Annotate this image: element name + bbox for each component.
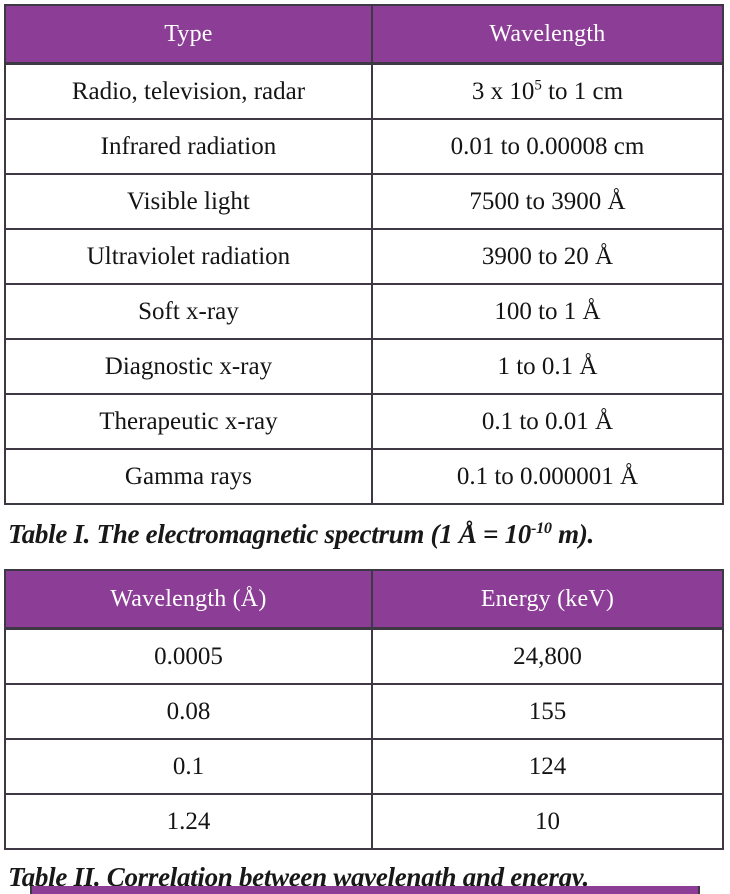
table-cell: Soft x-ray xyxy=(4,283,373,340)
table-cell: 100 to 1 Å xyxy=(370,283,725,340)
table-row: Soft x-ray 100 to 1 Å xyxy=(4,283,725,340)
table-cell: 0.01 to 0.00008 cm xyxy=(370,118,725,175)
table-cell: Ultraviolet radiation xyxy=(4,228,373,285)
table2-header-row: Wavelength (Å) Energy (keV) xyxy=(4,569,725,630)
partial-next-table-header-strip xyxy=(30,886,700,894)
table-cell: 3 x 105 to 1 cm xyxy=(370,62,725,120)
table-cell: 124 xyxy=(370,738,725,795)
table-row: 0.08 155 xyxy=(4,683,725,740)
column-header-energy-kev: Energy (keV) xyxy=(370,569,725,630)
table-row: Diagnostic x-ray 1 to 0.1 Å xyxy=(4,338,725,395)
table-row: Radio, television, radar 3 x 105 to 1 cm xyxy=(4,62,725,120)
table-cell: Diagnostic x-ray xyxy=(4,338,373,395)
table-row: Gamma rays 0.1 to 0.000001 Å xyxy=(4,448,725,505)
table-cell: 0.1 xyxy=(4,738,373,795)
column-header-wavelength: Wavelength xyxy=(370,4,725,65)
table-row: Ultraviolet radiation 3900 to 20 Å xyxy=(4,228,725,285)
column-header-wavelength-angstrom: Wavelength (Å) xyxy=(4,569,373,630)
table-cell: Visible light xyxy=(4,173,373,230)
table-cell: 0.1 to 0.01 Å xyxy=(370,393,725,450)
table-cell: 1 to 0.1 Å xyxy=(370,338,725,395)
wavelength-energy-table: Wavelength (Å) Energy (keV) 0.0005 24,800… xyxy=(4,569,725,850)
table-row: Infrared radiation 0.01 to 0.00008 cm xyxy=(4,118,725,175)
table1-body: Radio, television, radar 3 x 105 to 1 cm I… xyxy=(4,62,725,505)
table-row: 0.0005 24,800 xyxy=(4,627,725,685)
table-cell: Radio, television, radar xyxy=(4,62,373,120)
table-cell: Infrared radiation xyxy=(4,118,373,175)
em-spectrum-table: Type Wavelength Radio, television, radar… xyxy=(4,4,725,505)
table-cell: Therapeutic x-ray xyxy=(4,393,373,450)
table-cell: 10 xyxy=(370,793,725,850)
table1-header-row: Type Wavelength xyxy=(4,4,725,65)
column-header-type: Type xyxy=(4,4,373,65)
table-row: Therapeutic x-ray 0.1 to 0.01 Å xyxy=(4,393,725,450)
table-cell: 0.08 xyxy=(4,683,373,740)
table-cell: 1.24 xyxy=(4,793,373,850)
table-cell: 0.0005 xyxy=(4,627,373,685)
table-row: Visible light 7500 to 3900 Å xyxy=(4,173,725,230)
table-row: 0.1 124 xyxy=(4,738,725,795)
table-cell: 24,800 xyxy=(370,627,725,685)
table-cell: 155 xyxy=(370,683,725,740)
table1-caption: Table I. The electromagnetic spectrum (1… xyxy=(8,519,594,549)
table-row: 1.24 10 xyxy=(4,793,725,850)
page-content: Type Wavelength Radio, television, radar… xyxy=(4,4,726,894)
table2-body: 0.0005 24,800 0.08 155 0.1 124 1.24 10 xyxy=(4,627,725,850)
table-cell: 7500 to 3900 Å xyxy=(370,173,725,230)
table-cell: 0.1 to 0.000001 Å xyxy=(370,448,725,505)
table-cell: Gamma rays xyxy=(4,448,373,505)
table-cell: 3900 to 20 Å xyxy=(370,228,725,285)
